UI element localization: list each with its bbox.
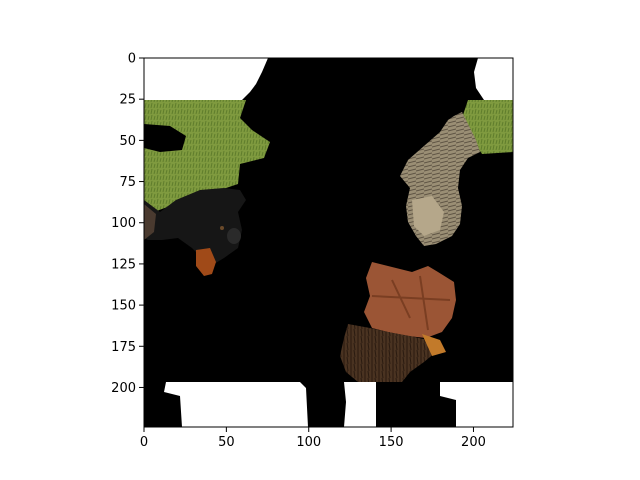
blank-region-bottom-mid bbox=[344, 382, 376, 427]
y-tick-label: 175 bbox=[111, 340, 136, 355]
y-tick-label: 25 bbox=[119, 93, 136, 108]
axes-frame bbox=[143, 57, 514, 428]
x-tick-label: 50 bbox=[218, 435, 235, 450]
x-tick-label: 150 bbox=[379, 435, 404, 450]
x-tick-label: 200 bbox=[461, 435, 486, 450]
y-tick-label: 0 bbox=[128, 52, 136, 67]
y-tick-label: 50 bbox=[119, 134, 136, 149]
x-axis: 0 50 100 150 200 bbox=[140, 427, 486, 450]
blank-region-bottom-left bbox=[164, 382, 308, 427]
y-tick-label: 150 bbox=[111, 299, 136, 314]
blank-region-top-left bbox=[144, 58, 268, 100]
y-tick-label: 75 bbox=[119, 175, 136, 190]
leaf-vein bbox=[371, 275, 451, 331]
bark bbox=[340, 324, 436, 382]
dog bbox=[144, 188, 246, 276]
grass-shadow bbox=[144, 124, 186, 152]
y-axis: 0 25 50 75 100 125 150 175 200 bbox=[111, 52, 144, 396]
x-tick-label: 100 bbox=[296, 435, 321, 450]
blank-region-top-right bbox=[474, 58, 513, 100]
image-area bbox=[144, 58, 513, 427]
leaf bbox=[364, 262, 456, 338]
bark-edge bbox=[422, 334, 446, 356]
grass-patch-left bbox=[144, 100, 270, 214]
x-tick-label: 0 bbox=[140, 435, 148, 450]
cat bbox=[400, 112, 480, 246]
blank-region-bottom-right bbox=[440, 382, 513, 427]
y-tick-label: 200 bbox=[111, 381, 136, 396]
y-tick-label: 125 bbox=[111, 257, 136, 272]
y-tick-label: 100 bbox=[111, 216, 136, 231]
